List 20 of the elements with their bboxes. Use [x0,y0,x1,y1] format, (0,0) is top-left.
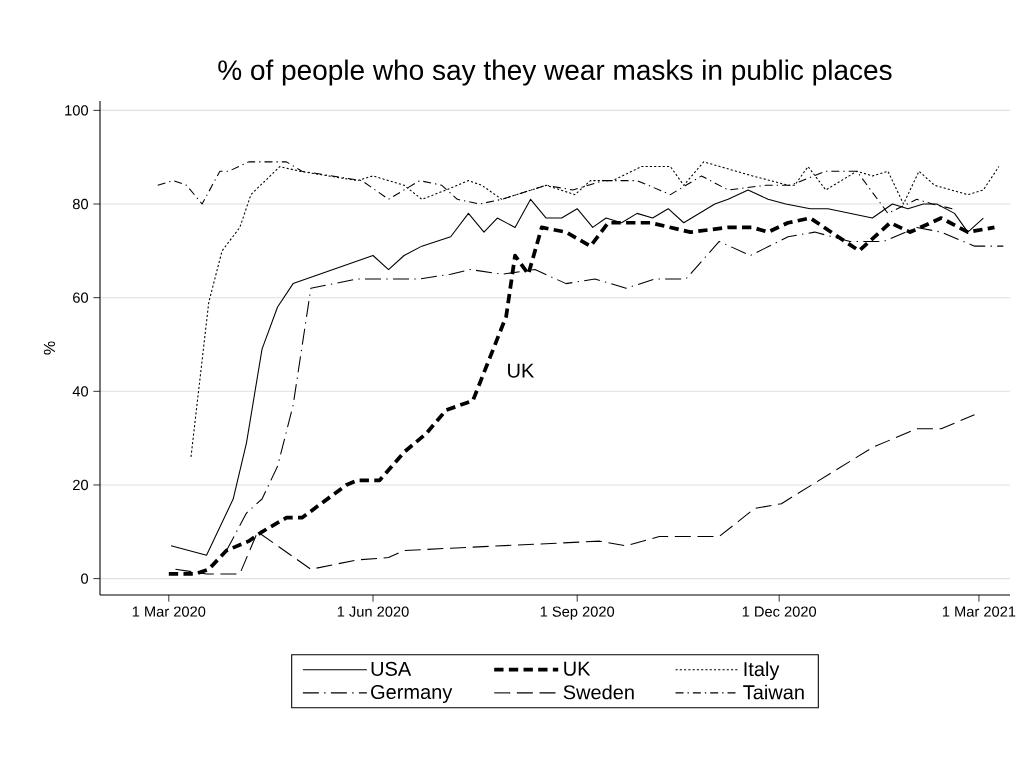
legend-label: UK [564,661,591,676]
x-tick-label: 1 Dec 2020 [742,606,817,617]
legend-label: Germany [371,684,453,704]
y-tick-label: 0 [81,573,89,584]
legend-label: Sweden [563,684,634,700]
y-tick-label: 20 [73,479,89,491]
x-tick-label: 1 Jun 2020 [337,606,409,617]
y-tick-label: 80 [72,198,89,210]
y-tick-label: 60 [73,292,89,303]
y-tick-label: 40 [72,386,89,397]
legend-label: Taiwan [743,684,804,700]
chart-title: % of people who say they wear masks in public places [218,59,892,86]
annotation: UK [508,363,535,378]
legend-label: USA [371,661,412,676]
x-tick-label: 1 Mar 2021 [942,606,1016,617]
x-tick-label: 1 Sep 2020 [540,606,615,620]
legend-label: Italy [744,661,780,681]
y-axis-title: % [43,341,55,355]
x-tick-label: 1 Mar 2020 [132,606,206,617]
y-tick-label: 100 [65,105,89,116]
